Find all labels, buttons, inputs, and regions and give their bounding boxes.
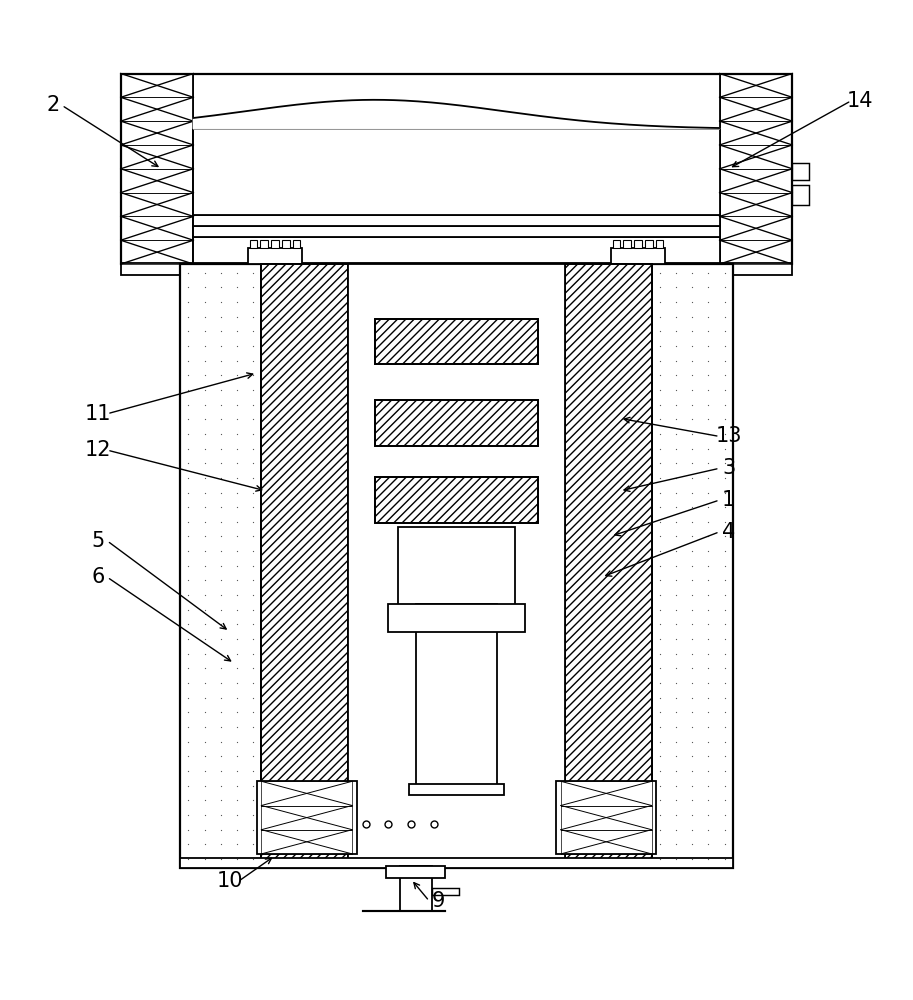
Bar xyxy=(375,319,538,364)
Bar xyxy=(293,240,300,248)
Text: 10: 10 xyxy=(216,871,243,891)
Text: 4: 4 xyxy=(722,522,735,542)
Text: 11: 11 xyxy=(85,404,111,424)
Text: 9: 9 xyxy=(432,891,445,911)
Text: 6: 6 xyxy=(91,567,105,587)
Bar xyxy=(260,240,268,248)
Bar xyxy=(180,264,733,868)
Text: 2: 2 xyxy=(46,95,59,115)
Bar xyxy=(792,185,809,205)
Bar xyxy=(271,240,278,248)
Text: 1: 1 xyxy=(722,490,735,510)
Bar xyxy=(645,240,653,248)
Bar xyxy=(180,264,261,868)
Bar xyxy=(611,248,666,264)
Bar xyxy=(635,240,642,248)
Bar xyxy=(257,781,357,854)
Bar xyxy=(194,226,719,237)
Bar xyxy=(194,215,719,226)
Bar xyxy=(375,477,538,523)
Bar xyxy=(180,858,733,868)
Bar xyxy=(388,604,525,632)
Text: 13: 13 xyxy=(716,426,742,446)
Bar xyxy=(375,477,538,523)
Text: 14: 14 xyxy=(847,91,874,111)
Bar xyxy=(375,400,538,446)
Bar xyxy=(121,74,194,264)
Bar xyxy=(194,129,719,215)
Text: 3: 3 xyxy=(722,458,735,478)
Bar xyxy=(652,264,733,868)
Bar xyxy=(348,264,565,868)
Bar xyxy=(194,237,719,264)
Bar xyxy=(386,866,446,878)
Bar xyxy=(432,888,458,895)
Bar xyxy=(375,400,538,446)
Bar xyxy=(121,263,792,275)
Bar xyxy=(397,527,516,609)
Bar xyxy=(121,74,792,264)
Bar xyxy=(261,264,348,868)
Bar xyxy=(375,319,538,364)
Bar xyxy=(409,784,504,795)
Bar xyxy=(565,264,652,868)
Bar xyxy=(556,781,656,854)
Text: 12: 12 xyxy=(85,440,111,460)
Bar xyxy=(565,264,652,868)
Bar xyxy=(624,240,631,248)
Bar xyxy=(792,163,809,180)
Text: 5: 5 xyxy=(91,531,105,551)
Bar xyxy=(415,604,498,790)
Bar xyxy=(656,240,664,248)
Polygon shape xyxy=(194,100,719,129)
Bar xyxy=(400,866,432,911)
Bar xyxy=(613,240,620,248)
Bar xyxy=(261,264,348,868)
Bar xyxy=(249,240,257,248)
Bar xyxy=(719,74,792,264)
Bar xyxy=(282,240,289,248)
Bar xyxy=(247,248,302,264)
